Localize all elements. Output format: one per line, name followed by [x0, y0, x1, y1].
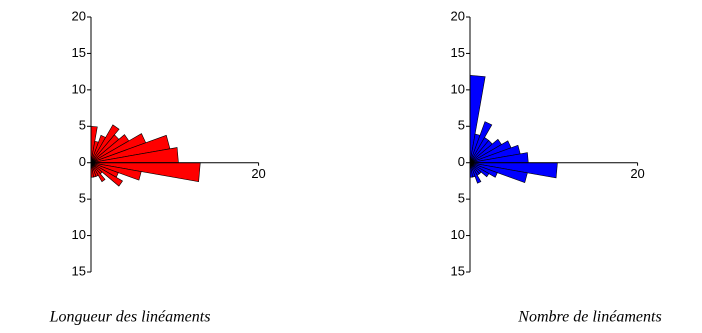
y-tick-label: 5: [458, 191, 465, 206]
y-tick-label: 10: [72, 227, 86, 242]
y-tick-label: 20: [451, 8, 465, 23]
rose-petal: [90, 162, 123, 187]
y-tick-label: 0: [458, 154, 465, 169]
y-tick-label: 5: [79, 118, 86, 133]
y-tick-label: 15: [72, 263, 86, 278]
y-tick-label: 0: [79, 154, 86, 169]
y-tick-label: 10: [72, 81, 86, 96]
y-tick-label: 15: [72, 45, 86, 60]
y-tick-label: 15: [451, 263, 465, 278]
chart-caption: Nombre de linéaments: [517, 309, 661, 326]
x-tick-label: 20: [630, 166, 644, 181]
y-tick-label: 5: [79, 191, 86, 206]
y-tick-label: 10: [451, 81, 465, 96]
y-tick-label: 5: [458, 118, 465, 133]
chart-caption: Longueur des linéaments: [49, 309, 211, 326]
x-tick-label: 20: [251, 166, 265, 181]
y-tick-label: 10: [451, 227, 465, 242]
y-tick-label: 20: [72, 8, 86, 23]
y-tick-label: 15: [451, 45, 465, 60]
